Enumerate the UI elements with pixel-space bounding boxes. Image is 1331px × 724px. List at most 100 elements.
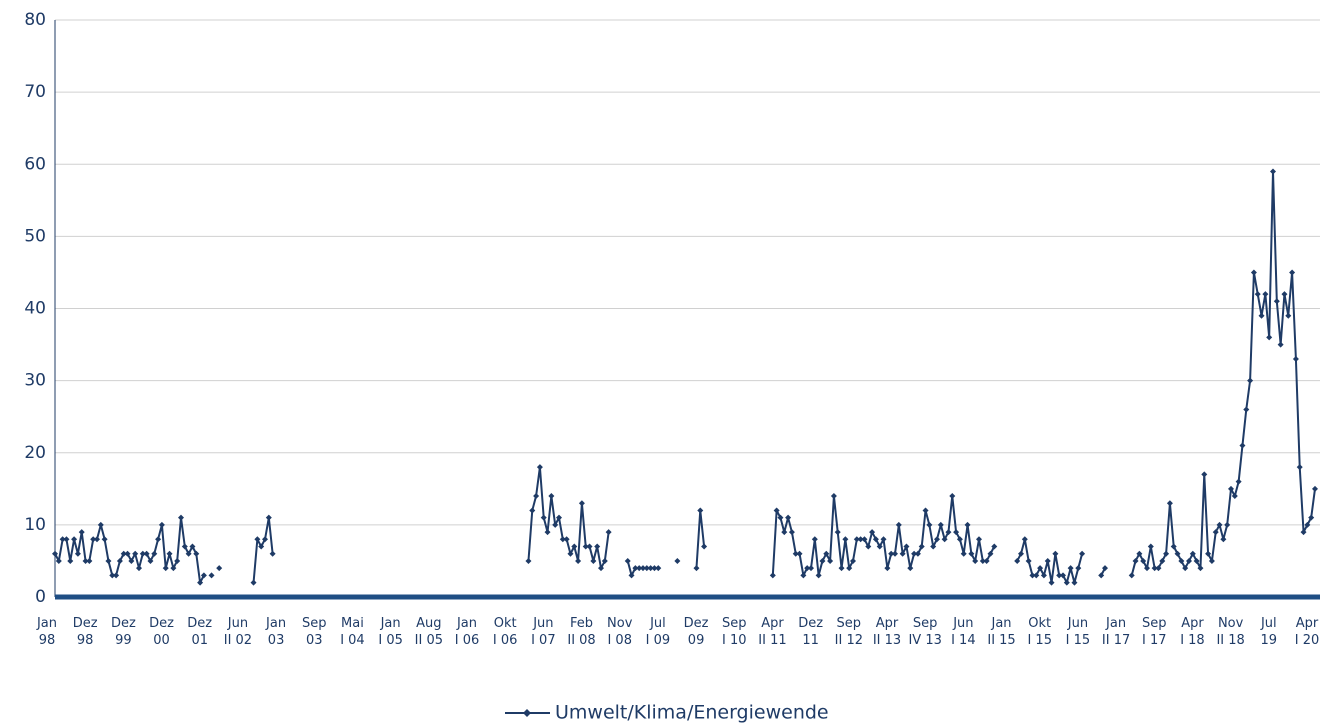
data-point bbox=[869, 529, 876, 536]
data-point bbox=[71, 536, 78, 543]
data-point bbox=[697, 507, 704, 514]
x-tick-label: Jan II 17 bbox=[1101, 616, 1131, 648]
data-point bbox=[1243, 406, 1250, 413]
data-point bbox=[193, 550, 200, 557]
data-point bbox=[1197, 565, 1204, 572]
data-point bbox=[258, 543, 265, 550]
data-point bbox=[1300, 529, 1307, 536]
x-tick-label: Jan II 15 bbox=[987, 616, 1016, 648]
data-point bbox=[701, 543, 708, 550]
data-point bbox=[1254, 291, 1261, 298]
data-point bbox=[930, 543, 937, 550]
data-point bbox=[147, 557, 154, 564]
y-tick-label: 0 bbox=[35, 587, 46, 607]
data-point bbox=[174, 557, 181, 564]
data-point bbox=[941, 536, 948, 543]
data-point bbox=[120, 550, 127, 557]
data-point bbox=[884, 565, 891, 572]
data-point bbox=[632, 565, 639, 572]
data-point bbox=[861, 536, 868, 543]
data-point bbox=[533, 493, 540, 500]
data-point bbox=[1205, 550, 1212, 557]
data-point bbox=[200, 572, 207, 579]
data-point bbox=[907, 565, 914, 572]
data-point bbox=[1071, 579, 1078, 586]
data-point bbox=[178, 514, 184, 521]
data-point bbox=[116, 557, 123, 564]
data-point bbox=[52, 550, 58, 557]
data-point bbox=[788, 529, 795, 536]
x-tick-label: Feb II 08 bbox=[567, 616, 596, 648]
data-point bbox=[914, 550, 921, 557]
data-point bbox=[1220, 536, 1227, 543]
data-point bbox=[987, 550, 994, 557]
data-point bbox=[1048, 579, 1055, 586]
data-point bbox=[876, 543, 883, 550]
x-tick-label: Jun II 02 bbox=[223, 616, 253, 648]
x-tick-label: Aug II 05 bbox=[414, 616, 443, 648]
data-point bbox=[1037, 565, 1044, 572]
data-point bbox=[1266, 334, 1273, 341]
data-point bbox=[1201, 471, 1208, 478]
data-point bbox=[594, 543, 601, 550]
data-point bbox=[1060, 572, 1066, 579]
data-point bbox=[185, 550, 192, 557]
data-point bbox=[1075, 565, 1082, 572]
data-point bbox=[796, 550, 803, 557]
data-point bbox=[1178, 557, 1185, 564]
data-point bbox=[785, 514, 792, 521]
data-point bbox=[976, 536, 982, 543]
x-tick-label: Dez 98 bbox=[72, 616, 98, 648]
data-point bbox=[94, 536, 100, 543]
data-point bbox=[86, 557, 93, 564]
data-point bbox=[926, 521, 933, 528]
data-point bbox=[834, 529, 841, 536]
data-point bbox=[1029, 572, 1036, 579]
data-point bbox=[968, 550, 975, 557]
data-point bbox=[124, 550, 131, 557]
data-point bbox=[872, 536, 879, 543]
data-point bbox=[197, 579, 204, 586]
data-point bbox=[1021, 536, 1028, 543]
data-point bbox=[1208, 557, 1215, 564]
data-point bbox=[1159, 557, 1166, 564]
data-point bbox=[189, 543, 196, 550]
data-point bbox=[983, 557, 990, 564]
x-tick-label: Jan I 06 bbox=[454, 616, 480, 648]
data-point bbox=[158, 521, 165, 528]
data-point bbox=[1250, 269, 1257, 276]
data-point bbox=[804, 565, 811, 572]
data-point bbox=[63, 536, 70, 543]
data-point bbox=[1128, 572, 1135, 579]
data-point bbox=[1189, 550, 1196, 557]
data-point bbox=[819, 557, 826, 564]
data-point bbox=[1014, 557, 1021, 564]
data-point bbox=[895, 521, 902, 528]
data-point bbox=[1067, 565, 1074, 572]
data-point bbox=[972, 557, 979, 564]
data-point bbox=[128, 557, 135, 564]
data-point bbox=[1289, 269, 1296, 276]
data-point bbox=[865, 543, 872, 550]
data-point bbox=[1136, 550, 1143, 557]
data-point bbox=[525, 557, 532, 564]
data-point bbox=[1163, 550, 1170, 557]
x-tick-label: Sep 03 bbox=[302, 616, 327, 648]
data-point bbox=[1144, 565, 1150, 572]
data-point bbox=[601, 557, 608, 564]
data-point bbox=[647, 565, 654, 572]
x-tick-label: Dez 11 bbox=[798, 616, 824, 648]
data-point bbox=[262, 536, 268, 543]
data-point bbox=[1147, 543, 1154, 550]
data-point bbox=[1186, 557, 1192, 564]
data-point bbox=[536, 464, 543, 471]
series-line bbox=[54, 170, 1316, 584]
data-point bbox=[544, 529, 551, 536]
data-point bbox=[55, 557, 62, 564]
data-point bbox=[578, 500, 585, 507]
data-point bbox=[624, 557, 631, 564]
data-point bbox=[559, 536, 566, 543]
x-tick-label: Apr I 18 bbox=[1180, 616, 1205, 648]
data-point bbox=[170, 565, 177, 572]
data-point bbox=[181, 543, 188, 550]
